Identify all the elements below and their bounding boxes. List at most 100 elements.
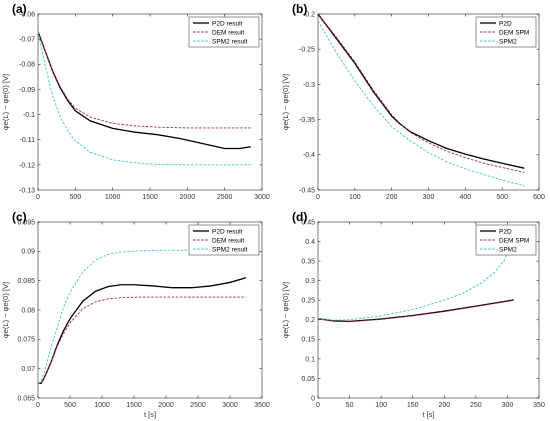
chart-panel-2: 0 100 200 300 400 500 600 -0.45 -0.4 -0.35 -0.3 -0.… bbox=[281, 2, 545, 201]
series-line-2 bbox=[318, 299, 514, 323]
y-tick-label: 0.25 bbox=[301, 298, 315, 305]
y-tick-label: -0.2 bbox=[303, 11, 315, 18]
x-tick-label: 2000 bbox=[158, 402, 174, 409]
y-tick-label: -0.35 bbox=[299, 117, 315, 124]
y-tick-label: -0.12 bbox=[19, 162, 35, 169]
y-tick-label: 0.4 bbox=[305, 239, 315, 246]
legend-label: SPM2 bbox=[499, 38, 517, 45]
y-tick-label: 0.1 bbox=[305, 356, 315, 363]
x-tick-label: 1500 bbox=[126, 402, 142, 409]
x-tick-label: 1500 bbox=[142, 194, 158, 201]
x-tick-label: 600 bbox=[533, 194, 545, 201]
y-tick-label: 0.2 bbox=[305, 317, 315, 324]
legend: P2D result DEM result SPM2 result bbox=[188, 224, 260, 256]
y-tick-label: 0 bbox=[311, 395, 315, 402]
legend-label: DEM result bbox=[212, 29, 244, 36]
x-tick-label: 100 bbox=[375, 402, 387, 409]
x-tick-label: 250 bbox=[470, 402, 482, 409]
x-tick-label: 0 bbox=[36, 402, 40, 409]
y-tick-label: -0.06 bbox=[19, 11, 35, 18]
y-tick-label: 0.3 bbox=[305, 278, 315, 285]
y-tick-label: 0.35 bbox=[301, 259, 315, 266]
y-tick-label: -0.08 bbox=[19, 62, 35, 69]
y-tick-label: -0.3 bbox=[303, 82, 315, 89]
legend-label: P2D result bbox=[212, 20, 243, 27]
y-tick-label: -0.25 bbox=[299, 47, 315, 54]
x-tick-label: 200 bbox=[438, 402, 450, 409]
chart-panel-4: 0 50 100 150 200 250 300 350 0 0.05 0.1 0.15 0.2 0.25… bbox=[281, 210, 545, 419]
x-tick-label: 2500 bbox=[217, 194, 233, 201]
x-tick-label: 1000 bbox=[94, 402, 110, 409]
series-line-2 bbox=[318, 14, 525, 173]
chart-panel-3: 0 500 1000 1500 2000 2500 3000 3500 0.065 0.07 0.0… bbox=[1, 210, 270, 419]
y-tick-label: 0.085 bbox=[17, 278, 35, 285]
y-tick-label: -0.11 bbox=[20, 137, 36, 144]
legend-label: P2D bbox=[499, 228, 512, 235]
y-tick-label: 0.08 bbox=[21, 307, 35, 314]
y-tick-label: -0.07 bbox=[19, 37, 35, 44]
y-tick-label: 0.09 bbox=[21, 249, 35, 256]
y-tick-label: -0.09 bbox=[19, 87, 35, 94]
legend: P2D result DEM result SPM2 result bbox=[188, 16, 260, 48]
x-tick-label: 0 bbox=[316, 194, 320, 201]
panel-label: (a) bbox=[12, 2, 27, 16]
x-tick-label: 3500 bbox=[254, 402, 270, 409]
series-line-1 bbox=[38, 31, 251, 150]
x-tick-label: 0 bbox=[316, 402, 320, 409]
y-axis-title: φe(L) − φe(0) [V] bbox=[1, 282, 10, 338]
x-tick-label: 3000 bbox=[222, 402, 238, 409]
series-line-2 bbox=[38, 296, 246, 384]
x-axis-title: t [s] bbox=[422, 410, 434, 419]
y-axis-title: φe(L) − φe(0) [V] bbox=[1, 74, 10, 130]
x-tick-label: 100 bbox=[349, 194, 361, 201]
x-tick-label: 0 bbox=[36, 194, 40, 201]
x-tick-label: 2500 bbox=[190, 402, 206, 409]
panel-label: (d) bbox=[292, 210, 307, 224]
x-tick-label: 200 bbox=[386, 194, 398, 201]
series-line-1 bbox=[318, 14, 525, 169]
y-axis-title: φe(L) − φe(0) [V] bbox=[281, 282, 290, 338]
x-tick-label: 3000 bbox=[254, 194, 270, 201]
y-tick-label: 0.075 bbox=[17, 337, 35, 344]
legend-label: DEM SPM bbox=[499, 29, 529, 36]
series-line-3 bbox=[38, 31, 251, 166]
legend-label: DEM result bbox=[212, 237, 244, 244]
x-tick-label: 350 bbox=[533, 402, 545, 409]
legend-label: SPM2 result bbox=[212, 246, 248, 253]
y-tick-label: 0.07 bbox=[21, 366, 35, 373]
y-tick-label: -0.1 bbox=[23, 112, 35, 119]
series-line-2 bbox=[38, 31, 251, 129]
legend-label: SPM2 result bbox=[212, 38, 248, 45]
x-tick-label: 500 bbox=[69, 194, 81, 201]
panel-label: (c) bbox=[12, 210, 27, 224]
y-tick-label: 0.065 bbox=[17, 395, 35, 402]
x-axis-title: t [s] bbox=[144, 410, 156, 419]
legend: P2D DEM SPM SPM2 bbox=[475, 224, 537, 256]
legend-box bbox=[188, 224, 260, 256]
legend-label: SPM2 bbox=[499, 246, 517, 253]
y-axis-title: φe(L) − φe(0) [V] bbox=[281, 74, 290, 130]
y-tick-label: 0.15 bbox=[301, 337, 315, 344]
y-tick-label: -0.4 bbox=[303, 152, 315, 159]
y-tick-label: 0.095 bbox=[17, 219, 35, 226]
panel-label: (b) bbox=[292, 2, 307, 16]
y-tick-label: -0.45 bbox=[299, 187, 315, 194]
legend-label: P2D result bbox=[212, 228, 243, 235]
x-tick-label: 2000 bbox=[180, 194, 196, 201]
legend-label: DEM SPM bbox=[499, 237, 529, 244]
x-tick-label: 300 bbox=[423, 194, 435, 201]
legend-label: P2D bbox=[499, 20, 512, 27]
series-line-3 bbox=[38, 249, 246, 384]
x-tick-label: 1000 bbox=[105, 194, 121, 201]
x-tick-label: 150 bbox=[407, 402, 419, 409]
y-tick-label: 0.05 bbox=[301, 376, 315, 383]
x-tick-label: 500 bbox=[496, 194, 508, 201]
legend: P2D DEM SPM SPM2 bbox=[475, 16, 537, 48]
y-tick-label: 0.45 bbox=[301, 219, 315, 226]
series-line-3 bbox=[318, 233, 515, 321]
y-tick-label: -0.13 bbox=[19, 187, 35, 194]
series-line-1 bbox=[38, 277, 247, 384]
chart-panel-1: 0 500 1000 1500 2000 2500 3000 -0.13 -0.12 -0.11 -… bbox=[1, 2, 270, 201]
x-tick-label: 300 bbox=[502, 402, 514, 409]
